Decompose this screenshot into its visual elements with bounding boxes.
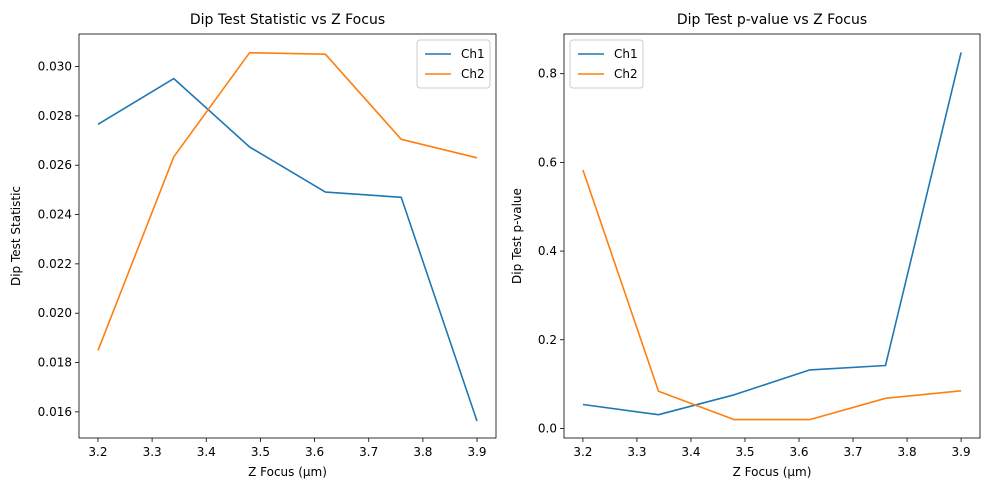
right-y-tick-label: 0.0 bbox=[538, 421, 557, 435]
right-y-axis-label: Dip Test p-value bbox=[510, 188, 524, 284]
left-legend-label-ch2: Ch2 bbox=[461, 67, 485, 81]
right-legend-label-ch2: Ch2 bbox=[614, 67, 638, 81]
right-x-tick-label: 3.7 bbox=[843, 445, 862, 459]
left-x-tick-label: 3.6 bbox=[305, 445, 324, 459]
left-x-tick-label: 3.4 bbox=[197, 445, 216, 459]
left-series-line-ch2 bbox=[97, 51, 478, 351]
right-x-tick-label: 3.4 bbox=[681, 445, 700, 459]
right-y-tick-label: 0.2 bbox=[538, 333, 557, 347]
right-x-tick-label: 3.9 bbox=[952, 445, 971, 459]
left-y-axis-label: Dip Test Statistic bbox=[9, 186, 23, 286]
left-y-tick-label: 0.026 bbox=[38, 158, 72, 172]
left-x-tick-label: 3.5 bbox=[251, 445, 270, 459]
left-legend-box bbox=[416, 39, 491, 89]
right-legend-box bbox=[569, 39, 644, 89]
right-legend-label-ch1: Ch1 bbox=[614, 47, 638, 61]
right-x-tick-label: 3.6 bbox=[789, 445, 808, 459]
left-y-tick-label: 0.022 bbox=[38, 257, 72, 271]
left-y-tick-label: 0.028 bbox=[38, 109, 72, 123]
right-y-tick-label: 0.4 bbox=[538, 244, 557, 258]
left-x-tick-label: 3.9 bbox=[467, 445, 486, 459]
left-series-line-ch1 bbox=[97, 77, 478, 422]
right-y-tick-label: 0.8 bbox=[538, 67, 557, 81]
left-y-tick-label: 0.020 bbox=[38, 306, 72, 320]
left-x-tick-label: 3.7 bbox=[359, 445, 378, 459]
right-chart-title: Dip Test p-value vs Z Focus bbox=[677, 12, 867, 28]
left-y-tick-label: 0.030 bbox=[38, 60, 72, 74]
left-plot-frame bbox=[78, 33, 497, 439]
left-x-tick-label: 3.8 bbox=[413, 445, 432, 459]
left-x-tick-label: 3.3 bbox=[143, 445, 162, 459]
right-x-axis-label: Z Focus (µm) bbox=[733, 465, 812, 479]
right-chart-panel: Dip Test p-value vs Z Focus 3.2 3.3 3.4 3.5 3… bbox=[510, 12, 981, 479]
left-chart-panel: Dip Test Statistic vs Z Focus 3.2 3.3 3.4 3.… bbox=[9, 12, 497, 479]
left-chart-title: Dip Test Statistic vs Z Focus bbox=[190, 12, 385, 28]
right-series-line-ch2 bbox=[582, 169, 962, 421]
left-legend-label-ch1: Ch1 bbox=[461, 47, 485, 61]
left-y-tick-label: 0.016 bbox=[38, 405, 72, 419]
right-x-tick-label: 3.5 bbox=[735, 445, 754, 459]
right-x-tick-label: 3.3 bbox=[627, 445, 646, 459]
left-x-axis-label: Z Focus (µm) bbox=[248, 465, 327, 479]
right-y-tick-label: 0.6 bbox=[538, 155, 557, 169]
left-y-tick-label: 0.018 bbox=[38, 356, 72, 370]
right-series-line-ch1 bbox=[582, 52, 962, 416]
right-x-tick-label: 3.8 bbox=[898, 445, 917, 459]
right-x-tick-label: 3.2 bbox=[573, 445, 592, 459]
left-x-tick-label: 3.2 bbox=[88, 445, 107, 459]
right-plot-frame bbox=[563, 33, 981, 439]
left-y-tick-label: 0.024 bbox=[38, 208, 72, 222]
